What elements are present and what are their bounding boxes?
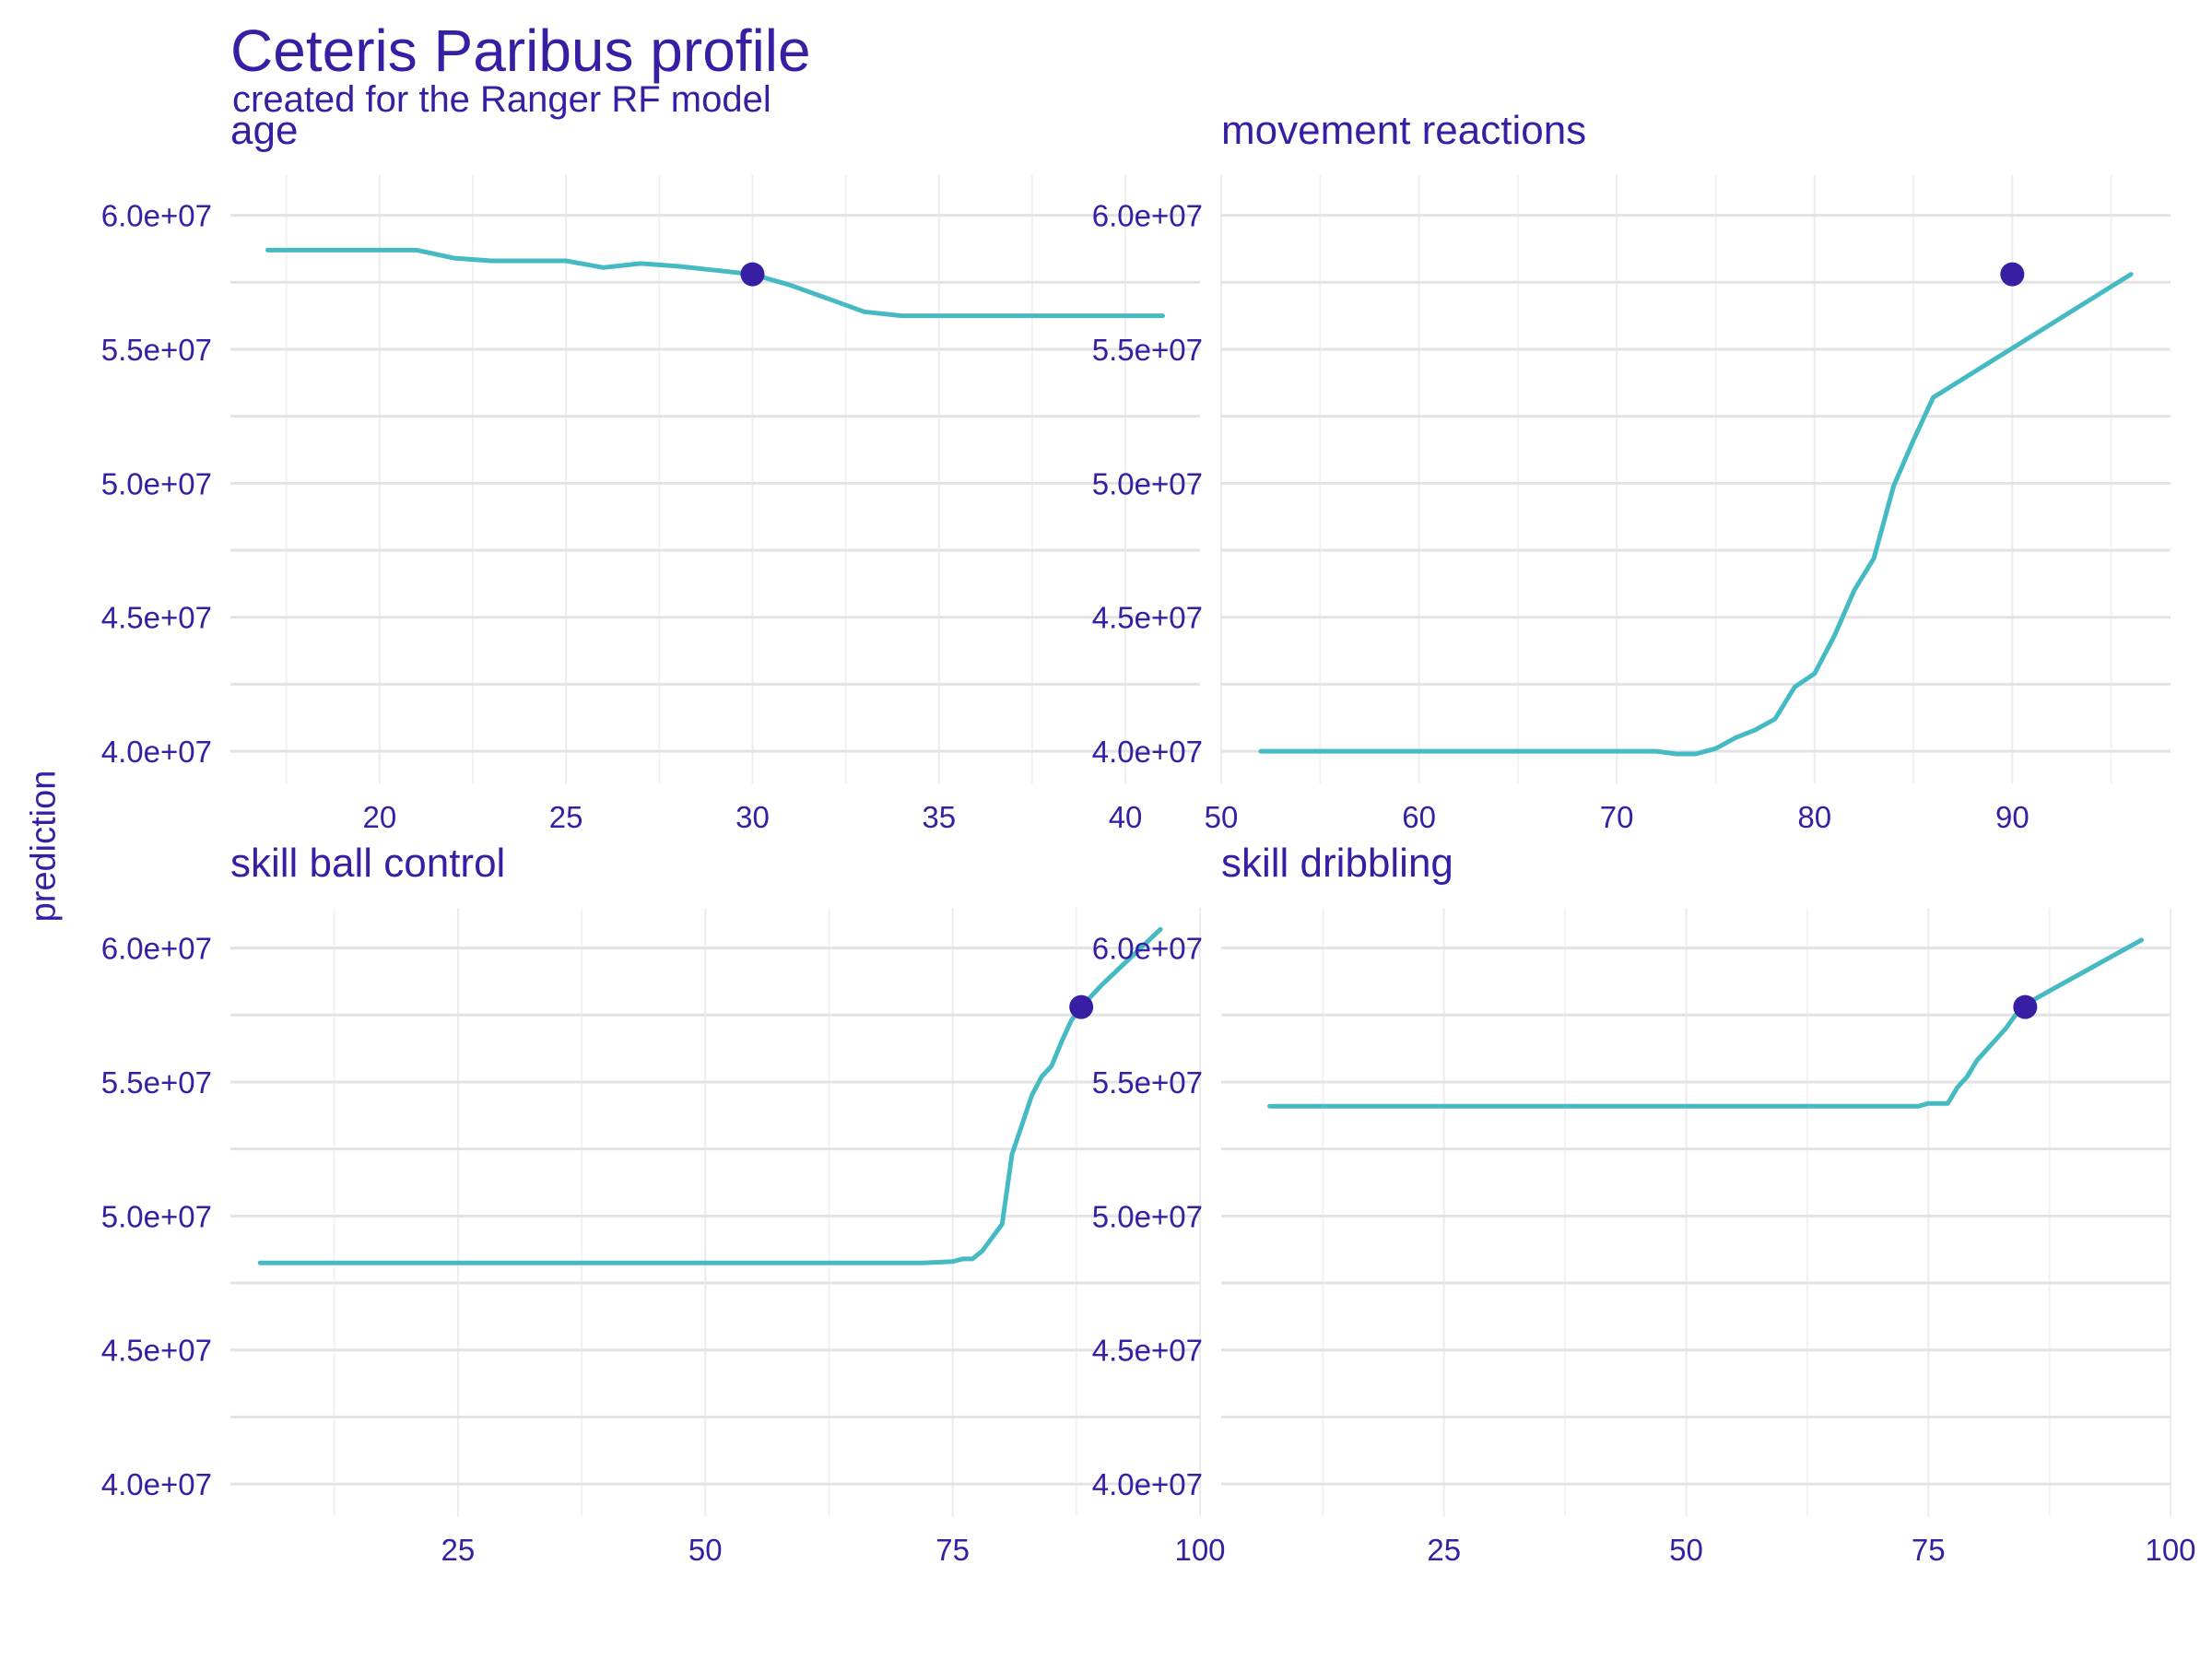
y-tick-label: 5.0e+07 bbox=[1092, 1199, 1203, 1233]
y-tick-label: 5.5e+07 bbox=[1092, 333, 1203, 367]
panel-2: movement reactions 4.0e+07 4.5e+07 5.0e+07 5… bbox=[1092, 108, 2171, 834]
x-tick-label: 25 bbox=[549, 800, 583, 834]
y-tick-label: 4.5e+07 bbox=[1092, 601, 1203, 635]
x-tick-label: 20 bbox=[362, 800, 396, 834]
y-tick-label: 4.0e+07 bbox=[101, 1467, 212, 1501]
observation-point bbox=[1069, 994, 1094, 1019]
x-tick-label: 75 bbox=[1912, 1533, 1946, 1567]
x-tick-label: 50 bbox=[1669, 1533, 1703, 1567]
x-tick-label: 70 bbox=[1600, 800, 1634, 834]
panel-title: skill dribbling bbox=[1221, 841, 1453, 886]
x-tick-label: 40 bbox=[1109, 800, 1143, 834]
panel-4: skill dribbling 4.0e+07 4.5e+07 5.0e+07 5.5e… bbox=[1092, 841, 2196, 1567]
y-tick-label: 5.5e+07 bbox=[101, 1065, 212, 1100]
panel-3: skill ball control 4.0e+07 4.5e+07 5.0e+07 5… bbox=[101, 841, 1226, 1567]
y-tick-label: 6.0e+07 bbox=[1092, 199, 1203, 233]
y-tick-label: 5.0e+07 bbox=[101, 466, 212, 500]
y-tick-label: 5.5e+07 bbox=[1092, 1065, 1203, 1100]
x-tick-label: 50 bbox=[688, 1533, 723, 1567]
observation-point bbox=[2000, 262, 2025, 287]
x-tick-label: 50 bbox=[1205, 800, 1239, 834]
y-tick-label: 5.0e+07 bbox=[101, 1199, 212, 1233]
chart-subtitle: created for the Ranger RF model bbox=[232, 79, 771, 120]
profile-line bbox=[1267, 937, 2144, 1109]
x-tick-label: 75 bbox=[935, 1533, 970, 1567]
panel-title: movement reactions bbox=[1221, 108, 1586, 153]
x-tick-label: 25 bbox=[441, 1533, 476, 1567]
profile-line bbox=[257, 926, 1163, 1265]
y-tick-label: 6.0e+07 bbox=[101, 199, 212, 233]
y-tick-label: 6.0e+07 bbox=[101, 932, 212, 966]
x-tick-label: 30 bbox=[735, 800, 770, 834]
x-tick-label: 80 bbox=[1797, 800, 1831, 834]
x-tick-label: 25 bbox=[1427, 1533, 1461, 1567]
y-tick-label: 6.0e+07 bbox=[1092, 932, 1203, 966]
x-tick-label: 100 bbox=[2145, 1533, 2195, 1567]
panel-1: age 4.0e+07 4.5e+07 5.0e+07 5.5e+07 6.0e+07 20… bbox=[101, 108, 1200, 834]
x-tick-label: 90 bbox=[1995, 800, 2030, 834]
x-tick-label: 35 bbox=[922, 800, 956, 834]
observation-point bbox=[2013, 994, 2038, 1019]
y-tick-label: 4.0e+07 bbox=[1092, 1467, 1203, 1501]
x-tick-label: 100 bbox=[1174, 1533, 1225, 1567]
y-tick-label: 4.5e+07 bbox=[101, 601, 212, 635]
profile-line bbox=[1258, 272, 2134, 757]
chart-title: Ceteris Paribus profile bbox=[230, 18, 811, 84]
y-tick-label: 4.0e+07 bbox=[101, 735, 212, 769]
x-tick-label: 60 bbox=[1402, 800, 1436, 834]
y-tick-label: 4.0e+07 bbox=[1092, 735, 1203, 769]
y-tick-label: 5.0e+07 bbox=[1092, 466, 1203, 500]
profile-line bbox=[265, 247, 1165, 319]
y-tick-label: 4.5e+07 bbox=[101, 1334, 212, 1368]
observation-point bbox=[740, 262, 765, 287]
y-tick-label: 5.5e+07 bbox=[101, 333, 212, 367]
y-tick-label: 4.5e+07 bbox=[1092, 1334, 1203, 1368]
panel-title: age bbox=[230, 108, 298, 153]
panel-title: skill ball control bbox=[230, 841, 505, 886]
